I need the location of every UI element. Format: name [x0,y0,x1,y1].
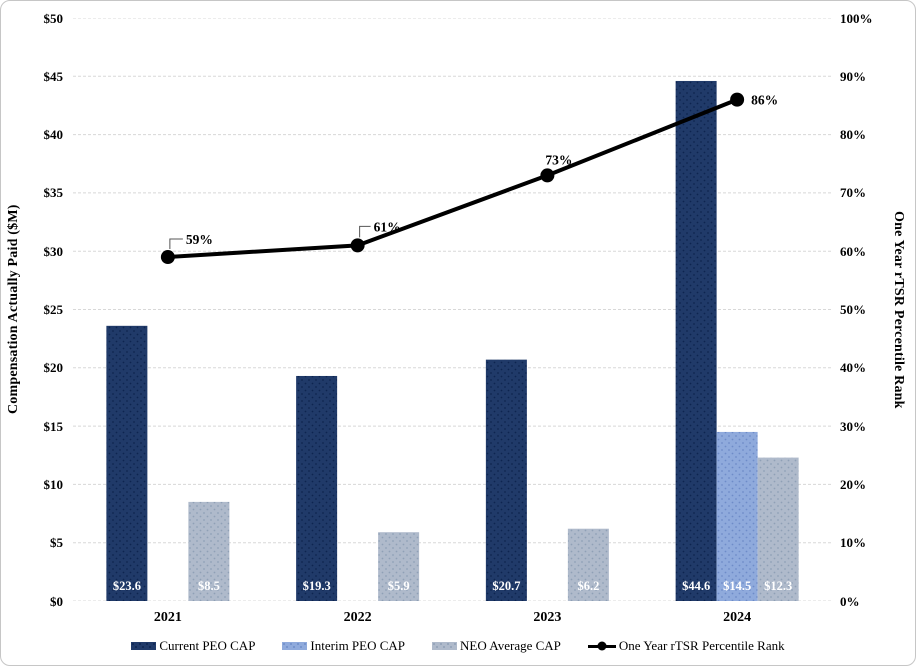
bar-data-label: $20.7 [492,579,520,593]
right-axis-title: One Year rTSR Percentile Rank [891,210,906,409]
rtsr-marker-2023 [540,168,555,183]
bar-data-label: $12.3 [764,579,792,593]
legend-item-one-year-rtsr-percentile-rank: One Year rTSR Percentile Rank [587,638,785,654]
right-axis-tick-label: 30% [840,418,866,434]
legend-swatch-neo-average-cap [432,642,458,650]
x-axis-label-2021: 2021 [153,610,182,625]
bar-neo-average-cap-2022 [378,532,420,601]
bar-interim-peo-cap-2024 [716,431,758,601]
bar-neo-average-cap-2024 [757,457,799,601]
bar-data-label: $19.3 [303,579,331,593]
left-axis-tick-label: $45 [43,68,64,84]
rtsr-data-label: 59% [186,232,213,247]
left-axis-tick-label: $25 [43,302,64,317]
left-axis-tick-label: $10 [43,476,64,492]
bar-neo-average-cap-2023 [567,528,609,601]
x-axis-label-2024: 2024 [723,610,752,625]
bar-current-peo-cap-2024 [675,80,717,601]
bar-neo-average-cap-2021 [188,501,230,601]
bar-current-peo-cap-2021 [106,325,148,601]
right-axis-tick-label: 70% [840,185,866,201]
legend-swatch-interim-peo-cap [282,642,308,650]
legend-label: One Year rTSR Percentile Rank [618,638,785,653]
bar-current-peo-cap-2022 [296,375,338,601]
legend-line-marker [597,641,607,651]
legend-item-neo-average-cap: NEO Average CAP [432,638,561,654]
right-axis-tick-label: 50% [840,302,866,317]
right-axis-tick-label: 100% [840,10,873,26]
right-axis-tick-label: 20% [840,476,866,492]
legend-item-current-peo-cap: Current PEO CAP [131,638,255,654]
rtsr-marker-2021 [160,250,175,265]
left-axis-tick-label: $30 [43,243,64,259]
plot-area: $23.6 $19.3 $20.7 $44.6 $14.5 $8.5 $5.9 $6.2 $12… [73,18,832,601]
rtsr-line [167,97,738,260]
bar-data-label: $14.5 [723,579,751,593]
right-axis-tick-label: 80% [840,127,866,143]
left-axis-tick-label: $20 [43,360,64,376]
left-axis-tick-label: $15 [43,418,64,434]
legend-swatch-line [587,641,616,651]
left-axis-tick-label: $5 [50,535,63,551]
legend-label: NEO Average CAP [460,638,561,653]
chart-legend: Current PEO CAP Interim PEO CAP NEO Averag… [1,636,915,656]
bar-data-label: $8.5 [198,579,220,593]
bar-data-label: $6.2 [577,579,599,593]
bar-current-peo-cap-2023 [485,359,527,601]
legend-label: Current PEO CAP [159,638,256,653]
legend-item-interim-peo-cap: Interim PEO CAP [282,638,405,654]
right-axis-tick-label: 0% [840,593,860,609]
bar-data-label: $44.6 [682,579,710,593]
right-axis-tick-label: 90% [840,68,866,84]
rtsr-marker-2022 [350,238,365,253]
right-axis-tick-label: 40% [840,360,866,376]
x-axis-label-2022: 2022 [343,610,372,625]
bar-data-label: $23.6 [113,579,141,593]
x-axis-label-2023: 2023 [533,610,562,625]
right-axis-tick-label: 60% [840,243,866,259]
legend-label: Interim PEO CAP [310,638,406,653]
rtsr-data-label: 86% [751,93,778,108]
bar-data-label: $5.9 [388,579,410,593]
right-axis-tick-label: 10% [840,535,866,551]
rtsr-marker-2024 [730,92,745,107]
label-leader-line [169,238,183,250]
left-axis-tick-label: $0 [50,593,63,609]
left-axis-tick-label: $50 [43,10,64,26]
left-axis-tick-label: $40 [43,127,64,143]
left-axis-tick-label: $35 [43,185,64,201]
rtsr-data-label: 73% [545,152,572,167]
legend-swatch-current-peo-cap [131,642,157,650]
rtsr-data-label: 61% [374,219,401,234]
label-leader-line [359,225,371,238]
